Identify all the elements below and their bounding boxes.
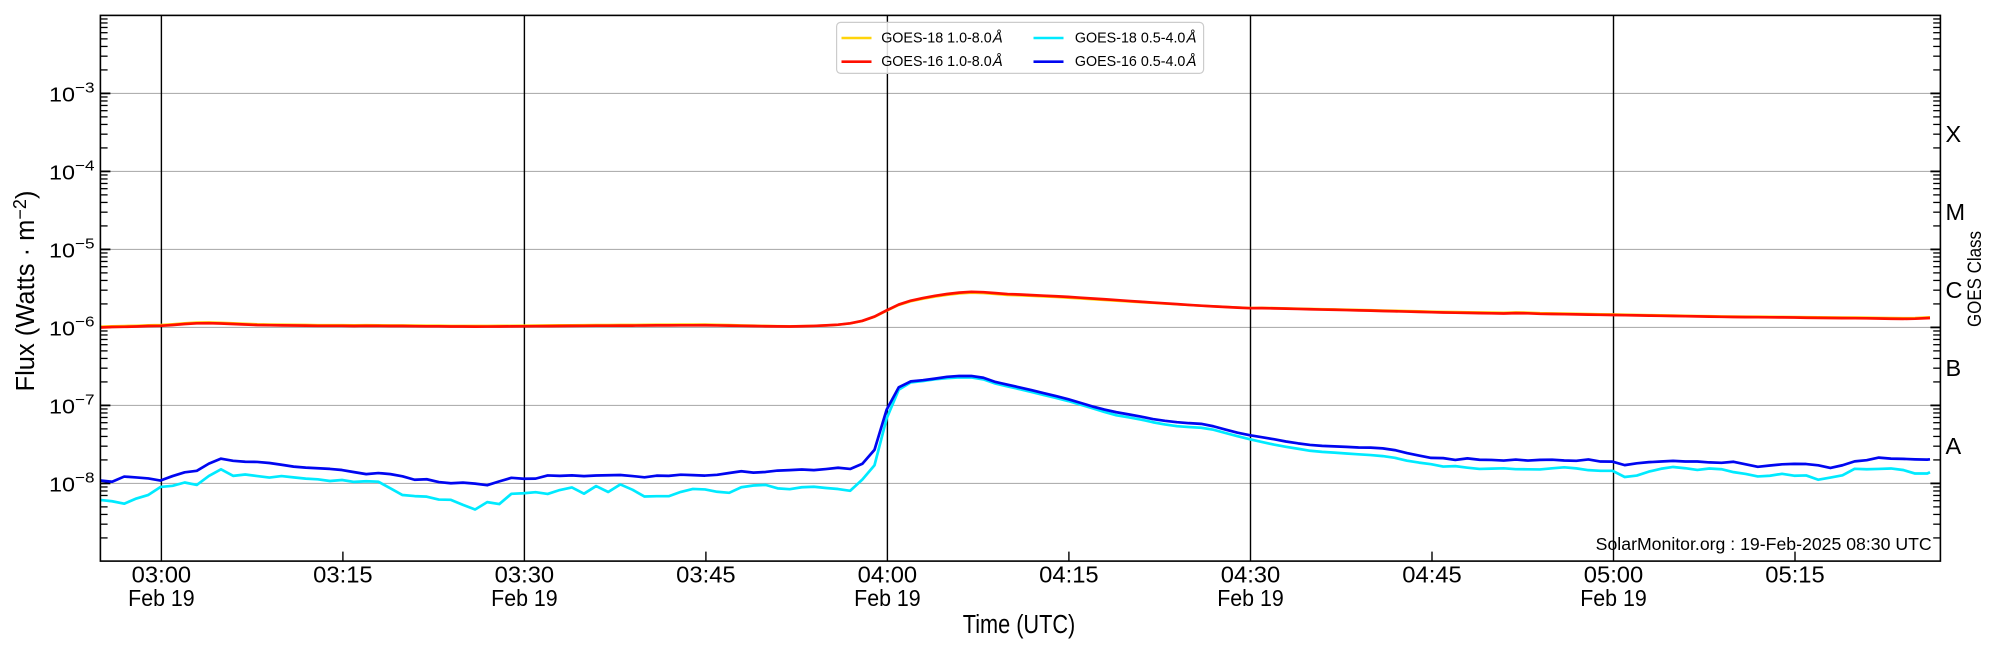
svg-text:Å: Å <box>992 29 1003 46</box>
svg-text:05:15: 05:15 <box>1765 562 1825 588</box>
svg-text:Time (UTC): Time (UTC) <box>963 611 1076 639</box>
svg-text:04:30: 04:30 <box>1221 562 1281 588</box>
svg-text:Å: Å <box>1186 53 1197 70</box>
svg-text:GOES-18 0.5-4.0: GOES-18 0.5-4.0 <box>1075 29 1186 46</box>
svg-text:GOES-16 1.0-8.0: GOES-16 1.0-8.0 <box>881 53 992 70</box>
svg-text:X: X <box>1946 121 1962 147</box>
svg-text:04:00: 04:00 <box>858 562 918 588</box>
svg-text:GOES-16 0.5-4.0: GOES-16 0.5-4.0 <box>1075 53 1186 70</box>
svg-text:Feb 19: Feb 19 <box>1217 585 1284 611</box>
svg-text:A: A <box>1946 433 1962 459</box>
svg-text:10−4: 10 −4 <box>49 158 95 185</box>
svg-text:03:30: 03:30 <box>495 562 555 588</box>
svg-text:GOES Class: GOES Class <box>1964 231 1986 327</box>
svg-text:GOES-18 1.0-8.0: GOES-18 1.0-8.0 <box>881 29 992 46</box>
svg-text:B: B <box>1946 355 1962 381</box>
svg-text:Å: Å <box>992 53 1003 70</box>
svg-text:10−6: 10 −6 <box>49 314 95 341</box>
svg-text:03:00: 03:00 <box>132 562 192 588</box>
svg-text:04:45: 04:45 <box>1402 562 1462 588</box>
svg-text:Feb 19: Feb 19 <box>128 585 195 611</box>
svg-text:C: C <box>1946 277 1963 303</box>
svg-text:03:45: 03:45 <box>676 562 736 588</box>
svg-text:Å: Å <box>1186 29 1197 46</box>
svg-text:Feb 19: Feb 19 <box>1580 585 1647 611</box>
svg-text:05:00: 05:00 <box>1584 562 1644 588</box>
svg-text:04:15: 04:15 <box>1039 562 1099 588</box>
svg-text:Feb 19: Feb 19 <box>491 585 558 611</box>
svg-text:Flux (Watts · m−2): Flux (Watts · m−2) <box>10 191 40 392</box>
svg-text:Feb 19: Feb 19 <box>854 585 921 611</box>
svg-text:M: M <box>1946 199 1966 225</box>
svg-text:SolarMonitor.org : 19-Feb-2025: SolarMonitor.org : 19-Feb-2025 08:30 UTC <box>1596 534 1932 554</box>
svg-text:03:15: 03:15 <box>313 562 373 588</box>
